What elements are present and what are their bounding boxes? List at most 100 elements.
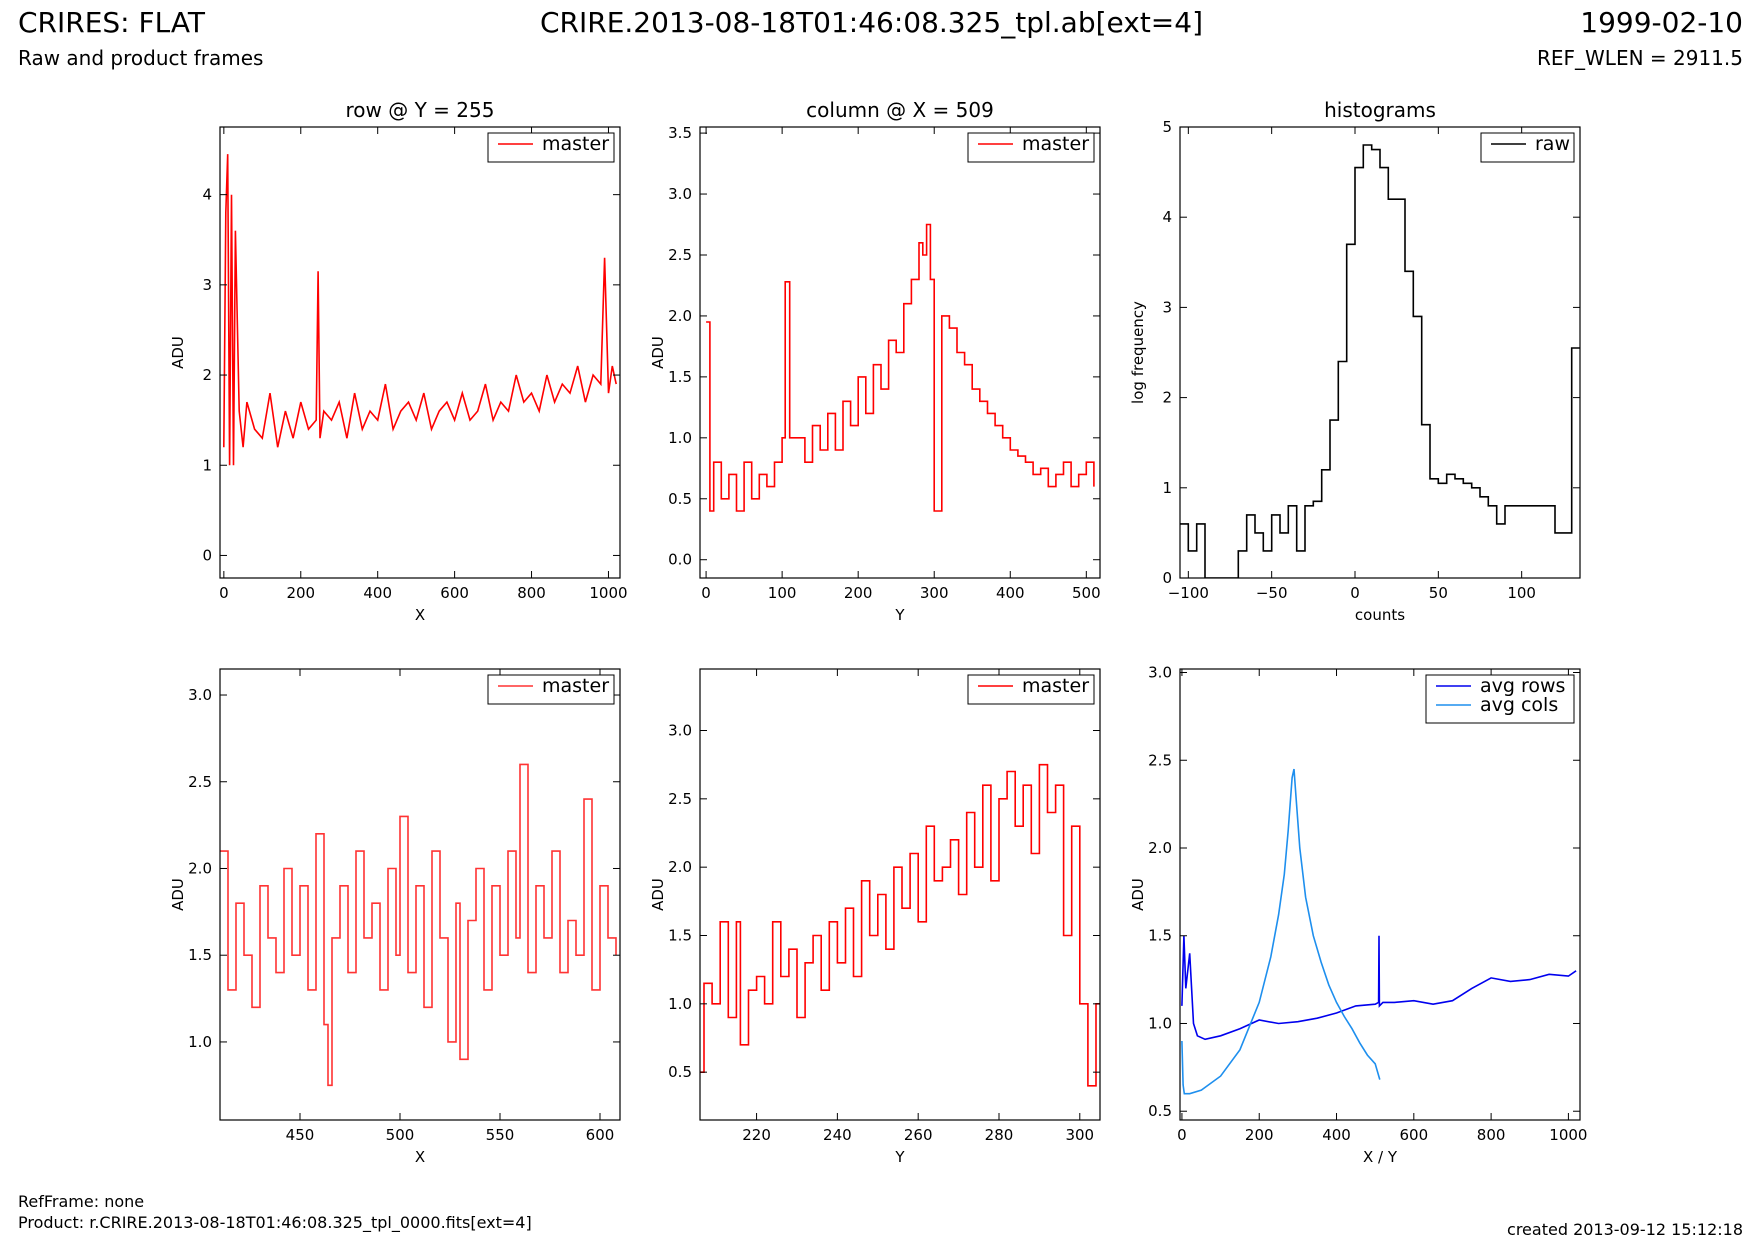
y-axis-label: ADU xyxy=(169,336,187,369)
legend-label: avg cols xyxy=(1480,694,1558,716)
y-tick-label: 0.5 xyxy=(668,1063,692,1081)
x-tick-label: 500 xyxy=(1072,584,1101,602)
x-tick-label: −100 xyxy=(1168,584,1209,602)
y-tick-label: 3 xyxy=(202,276,212,294)
product-note: Product: r.CRIRE.2013-08-18T01:46:08.325… xyxy=(18,1213,532,1232)
series-line-master xyxy=(223,154,617,466)
plot-frame xyxy=(699,668,1101,1121)
series-line-avg-rows xyxy=(1181,935,1577,1041)
y-tick-label: 2 xyxy=(202,366,212,384)
legend-label: avg rows xyxy=(1480,675,1565,697)
y-tick-label: 1.5 xyxy=(668,927,692,945)
x-tick-label: 1000 xyxy=(589,584,627,602)
y-tick-label: 2.5 xyxy=(668,790,692,808)
x-tick-label: 200 xyxy=(844,584,873,602)
x-tick-label: 450 xyxy=(286,1126,315,1144)
y-tick-label: 2 xyxy=(1162,389,1172,407)
x-tick-label: 400 xyxy=(363,584,392,602)
x-tick-label: 0 xyxy=(1177,1126,1187,1144)
plot-frame xyxy=(699,126,1101,579)
x-tick-label: 280 xyxy=(985,1126,1014,1144)
y-tick-label: 1.0 xyxy=(1148,1014,1172,1032)
y-tick-label: 0 xyxy=(1162,569,1172,587)
legend-box xyxy=(487,674,615,705)
y-tick-label: 1.0 xyxy=(668,995,692,1013)
y-tick-label: 3.0 xyxy=(668,185,692,203)
y-tick-label: 2.5 xyxy=(188,773,212,791)
x-tick-label: 260 xyxy=(904,1126,933,1144)
x-tick-label: 400 xyxy=(996,584,1025,602)
y-tick-label: 0.0 xyxy=(668,551,692,569)
y-tick-label: 3.0 xyxy=(1148,664,1172,682)
chart-column-zoom: 220 240 260 280 300 0.5 1.0 1.5 2.0 2.5 3.0 Y ADU mas… xyxy=(649,668,1101,1166)
y-tick-label: 0 xyxy=(202,546,212,564)
y-axis-label: log frequency xyxy=(1129,301,1147,404)
y-tick-label: 1.5 xyxy=(1148,927,1172,945)
y-tick-label: 1.0 xyxy=(188,1033,212,1051)
plot-frame xyxy=(1179,668,1581,1121)
chart-title: row @ Y = 255 xyxy=(346,98,495,122)
series-line-raw xyxy=(1180,144,1580,578)
chart-row-zoom: 450 500 550 600 1.0 1.5 2.0 2.5 3.0 X ADU master xyxy=(169,668,621,1166)
x-tick-label: 50 xyxy=(1429,584,1448,602)
y-tick-label: 3.0 xyxy=(668,722,692,740)
y-tick-label: 0.5 xyxy=(668,490,692,508)
x-tick-label: 100 xyxy=(1507,584,1536,602)
legend-box xyxy=(967,674,1095,705)
legend-label: master xyxy=(1022,675,1089,697)
x-tick-label: 220 xyxy=(742,1126,771,1144)
observation-date: 1999-02-10 xyxy=(1580,6,1743,39)
legend-label: master xyxy=(1022,133,1089,155)
x-tick-label: 600 xyxy=(440,584,469,602)
y-tick-label: 1.0 xyxy=(668,429,692,447)
x-tick-label: 200 xyxy=(286,584,315,602)
chart-histograms: −100 −50 0 50 100 0 1 2 3 4 5 histograms counts log f… xyxy=(1129,98,1581,624)
page-title: CRIRES: FLAT xyxy=(18,6,205,39)
page-subtitle: Raw and product frames xyxy=(18,46,264,70)
y-tick-label: 4 xyxy=(1162,208,1172,226)
legend-box xyxy=(1425,674,1575,724)
x-tick-label: −50 xyxy=(1256,584,1288,602)
y-tick-label: 2.0 xyxy=(188,859,212,877)
x-tick-label: 300 xyxy=(920,584,949,602)
y-tick-label: 3.0 xyxy=(188,686,212,704)
x-tick-label: 240 xyxy=(823,1126,852,1144)
x-axis-label: X xyxy=(415,606,425,624)
y-axis-label: ADU xyxy=(169,878,187,911)
x-tick-label: 0 xyxy=(219,584,229,602)
y-axis-label: ADU xyxy=(649,336,667,369)
x-axis-label: Y xyxy=(894,1148,905,1166)
x-tick-label: 1000 xyxy=(1549,1126,1587,1144)
legend-box xyxy=(487,132,615,163)
plot-frame xyxy=(219,126,621,579)
x-tick-label: 300 xyxy=(1065,1126,1094,1144)
x-tick-label: 500 xyxy=(386,1126,415,1144)
chart-row: 0 200 400 600 800 1000 0 1 2 3 4 row @ Y = 255 X ADU m… xyxy=(169,98,628,624)
plot-frame xyxy=(219,668,621,1121)
y-tick-label: 2.5 xyxy=(1148,751,1172,769)
x-tick-label: 550 xyxy=(486,1126,515,1144)
y-tick-label: 3.5 xyxy=(668,124,692,142)
x-tick-label: 0 xyxy=(1350,584,1360,602)
chart-column: 0 100 200 300 400 500 0.0 0.5 1.0 1.5 2.0 2.5 3.0 3.5… xyxy=(649,98,1101,624)
y-tick-label: 2.0 xyxy=(668,858,692,876)
y-tick-label: 1 xyxy=(1162,479,1172,497)
created-note: created 2013-09-12 15:12:18 xyxy=(1507,1220,1743,1239)
x-tick-label: 0 xyxy=(701,584,711,602)
series-line-avg-cols xyxy=(1181,768,1381,1095)
x-tick-label: 200 xyxy=(1245,1126,1274,1144)
y-tick-label: 2.0 xyxy=(1148,839,1172,857)
y-tick-label: 1 xyxy=(202,456,212,474)
ref-wlen: REF_WLEN = 2911.5 xyxy=(1536,46,1743,70)
y-tick-label: 3 xyxy=(1162,298,1172,316)
x-tick-label: 800 xyxy=(1477,1126,1506,1144)
plot-frame xyxy=(1179,126,1581,579)
legend-box xyxy=(967,132,1095,163)
x-axis-label: X / Y xyxy=(1363,1148,1398,1166)
chart-title: column @ X = 509 xyxy=(806,98,994,122)
y-axis-label: ADU xyxy=(649,878,667,911)
x-tick-label: 600 xyxy=(1399,1126,1428,1144)
legend-label: master xyxy=(542,675,609,697)
y-tick-label: 1.5 xyxy=(668,368,692,386)
